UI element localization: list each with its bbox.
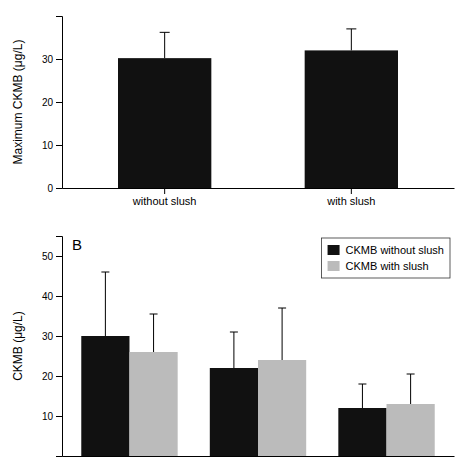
error-bar-cap bbox=[407, 374, 415, 375]
y-axis: 10 20 30 40 50 bbox=[42, 237, 63, 457]
error-bar bbox=[346, 29, 356, 51]
legend-swatch bbox=[328, 245, 340, 255]
error-bar bbox=[150, 314, 158, 352]
error-bar-stem bbox=[105, 272, 106, 336]
tick-label: 10 bbox=[42, 411, 54, 422]
y-axis-label: Maximum CKMB (μg/L) bbox=[11, 40, 25, 165]
error-bar-stem bbox=[351, 29, 352, 51]
marks bbox=[81, 272, 434, 456]
bar bbox=[210, 368, 258, 456]
tick-mark bbox=[164, 188, 165, 194]
error-bar bbox=[101, 272, 109, 336]
tick-label: 10 bbox=[42, 140, 54, 151]
axis-line bbox=[63, 456, 455, 457]
x-axis bbox=[63, 456, 455, 457]
legend: CKMB without slush CKMB with slush bbox=[322, 238, 450, 278]
tick: with slush bbox=[326, 188, 375, 207]
error-bar-stem bbox=[164, 32, 165, 58]
tick-mark bbox=[56, 376, 62, 377]
marks bbox=[118, 29, 398, 188]
legend-items: CKMB without slush CKMB with slush bbox=[328, 244, 444, 272]
tick: 0 bbox=[47, 183, 62, 194]
tick-label: 30 bbox=[42, 331, 54, 342]
tick: 50 bbox=[42, 251, 62, 262]
bar bbox=[387, 404, 435, 456]
tick-label: 50 bbox=[42, 251, 54, 262]
error-bar-stem bbox=[410, 374, 411, 404]
tick: 30 bbox=[42, 54, 62, 65]
y-axis: 0 10 20 30 bbox=[42, 17, 63, 194]
tick-label: 0 bbox=[47, 183, 53, 194]
error-bar-cap bbox=[101, 272, 109, 273]
legend-frame bbox=[322, 238, 450, 278]
tick-mark bbox=[56, 416, 62, 417]
tick: without slush bbox=[132, 188, 197, 207]
tick-mark bbox=[56, 336, 62, 337]
tick-mark bbox=[56, 59, 62, 60]
tick-label: 30 bbox=[42, 54, 54, 65]
legend-label: CKMB without slush bbox=[346, 244, 444, 256]
tick-mark bbox=[56, 188, 62, 189]
error-bar-cap bbox=[150, 314, 158, 315]
error-bar-cap bbox=[230, 332, 238, 333]
bar bbox=[305, 50, 398, 188]
error-bar-cap bbox=[346, 28, 356, 29]
tick: 10 bbox=[42, 140, 62, 151]
bar bbox=[338, 408, 386, 456]
error-bar-stem bbox=[153, 314, 154, 352]
error-bar bbox=[358, 384, 366, 408]
tick-label: with slush bbox=[326, 195, 375, 207]
error-bar bbox=[278, 308, 286, 360]
error-bar-cap bbox=[358, 384, 366, 385]
tick-label: without slush bbox=[132, 195, 197, 207]
x-axis: without slush with slush bbox=[63, 188, 455, 207]
error-bar bbox=[407, 374, 415, 404]
axis-line bbox=[56, 17, 63, 189]
error-bar-stem bbox=[233, 332, 234, 368]
error-bar bbox=[160, 32, 170, 58]
tick: 30 bbox=[42, 331, 62, 342]
bar bbox=[81, 336, 129, 456]
tick: 20 bbox=[42, 97, 62, 108]
error-bar-cap bbox=[278, 308, 286, 309]
legend-item: CKMB without slush bbox=[328, 244, 444, 256]
bar bbox=[258, 360, 306, 456]
tick-mark bbox=[56, 256, 62, 257]
error-bar-cap bbox=[160, 32, 170, 33]
tick-label: 20 bbox=[42, 371, 54, 382]
tick-mark bbox=[56, 296, 62, 297]
legend-item: CKMB with slush bbox=[328, 260, 429, 272]
tick: 40 bbox=[42, 291, 62, 302]
tick: 10 bbox=[42, 411, 62, 422]
legend-swatch bbox=[328, 261, 340, 271]
panel: 10 20 30 40 50 CKMB (μg/L) B CKMB without slush… bbox=[11, 236, 455, 457]
legend-label: CKMB with slush bbox=[346, 260, 429, 272]
axis-line bbox=[56, 237, 63, 457]
error-bar-stem bbox=[282, 308, 283, 360]
tick-mark bbox=[351, 188, 352, 194]
tick-label: 40 bbox=[42, 291, 54, 302]
tick: 20 bbox=[42, 371, 62, 382]
error-bar-stem bbox=[362, 384, 363, 408]
tick-mark bbox=[56, 145, 62, 146]
panel: 0 10 20 30 without slush with slush Maximum CK… bbox=[11, 17, 455, 207]
error-bar bbox=[230, 332, 238, 368]
bar bbox=[118, 58, 211, 188]
y-axis-label: CKMB (μg/L) bbox=[11, 311, 25, 381]
chart: 0 10 20 30 without slush with slush Maximum CK… bbox=[0, 0, 474, 474]
tick-label: 20 bbox=[42, 97, 54, 108]
tick-mark bbox=[56, 102, 62, 103]
bar bbox=[129, 352, 177, 456]
annotation: B bbox=[72, 236, 82, 253]
axis-line bbox=[63, 188, 455, 189]
